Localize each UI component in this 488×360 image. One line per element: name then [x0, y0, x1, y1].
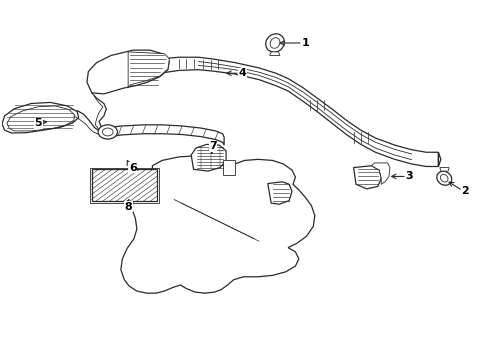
Polygon shape [191, 144, 225, 171]
Polygon shape [267, 182, 291, 204]
Ellipse shape [440, 174, 447, 182]
Ellipse shape [98, 125, 117, 139]
Text: 7: 7 [209, 141, 216, 151]
Polygon shape [121, 156, 314, 293]
Text: 8: 8 [124, 202, 132, 212]
Bar [92, 169, 157, 201]
Polygon shape [159, 57, 440, 166]
Text: 2: 2 [460, 186, 468, 196]
Polygon shape [439, 167, 448, 171]
Polygon shape [87, 50, 169, 94]
Polygon shape [107, 125, 224, 145]
Polygon shape [371, 163, 389, 184]
Text: 5: 5 [35, 118, 42, 128]
Text: 1: 1 [301, 38, 308, 48]
Polygon shape [269, 52, 279, 55]
Polygon shape [353, 166, 381, 189]
Ellipse shape [265, 34, 284, 52]
Ellipse shape [102, 128, 113, 136]
Polygon shape [222, 161, 234, 175]
Bar [90, 168, 159, 203]
Polygon shape [128, 52, 169, 87]
Ellipse shape [436, 171, 451, 185]
Ellipse shape [269, 38, 280, 48]
Polygon shape [2, 103, 79, 133]
Text: 4: 4 [238, 68, 245, 78]
Text: 6: 6 [129, 163, 137, 172]
Text: 3: 3 [405, 171, 412, 181]
